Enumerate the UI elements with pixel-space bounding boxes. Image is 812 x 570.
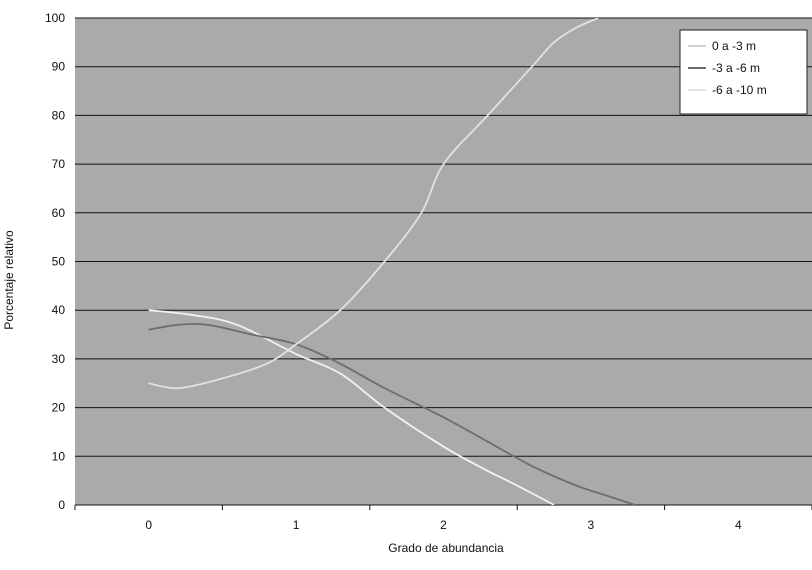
y-tick-label: 70 xyxy=(52,157,66,171)
legend-label: 0 a -3 m xyxy=(712,39,756,53)
series-line-1 xyxy=(148,309,555,505)
y-tick-label: 90 xyxy=(52,60,66,74)
y-tick-label: 50 xyxy=(52,255,66,269)
y-tick-label: 40 xyxy=(52,303,66,317)
y-tick-label: 20 xyxy=(52,401,66,415)
x-tick-label: 1 xyxy=(293,518,300,532)
x-tick-label: 4 xyxy=(735,518,742,532)
x-axis-title: Grado de abundancia xyxy=(388,541,504,555)
legend: 0 a -3 m -3 a -6 m -6 a -10 m xyxy=(679,29,808,115)
y-axis-title: Porcentaje relativo xyxy=(2,230,16,330)
x-tick-label: 0 xyxy=(145,518,152,532)
x-tick-label: 2 xyxy=(440,518,447,532)
x-tick-label: 3 xyxy=(588,518,595,532)
legend-box xyxy=(679,29,808,115)
x-axis-ticks: 0 1 2 3 4 xyxy=(74,504,812,532)
y-tick-label: 60 xyxy=(52,206,66,220)
y-tick-label: 30 xyxy=(52,352,66,366)
series-lines xyxy=(148,18,636,505)
y-tick-label: 10 xyxy=(52,449,66,463)
series-line-3 xyxy=(148,18,599,390)
y-tick-label: 100 xyxy=(45,11,65,25)
series-line-2 xyxy=(148,322,636,505)
legend-label: -6 a -10 m xyxy=(712,83,767,97)
y-tick-label: 80 xyxy=(52,108,66,122)
y-tick-label: 0 xyxy=(58,498,65,512)
y-axis-ticks: 0 10 20 30 40 50 60 70 80 90 100 xyxy=(45,11,65,512)
legend-label: -3 a -6 m xyxy=(712,61,760,75)
